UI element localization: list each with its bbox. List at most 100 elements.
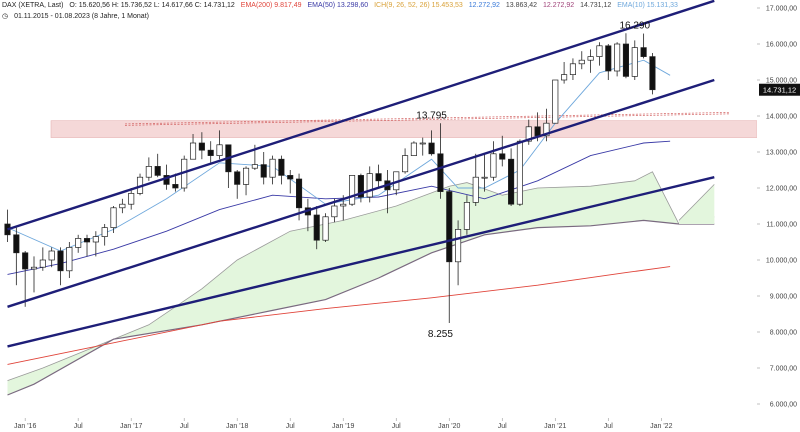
candle <box>172 173 179 192</box>
candle-body <box>481 176 488 179</box>
ema200-legend[interactable]: EMA(200) 9.817,49 <box>240 2 302 9</box>
candle-body <box>251 164 258 169</box>
symbol-label[interactable]: DAX (XETRA, Last) <box>2 2 64 9</box>
candle <box>119 198 126 214</box>
date-range: 01.11.2015 - 01.08.2023 (8 Jahre, 1 Mona… <box>14 13 149 20</box>
candle <box>39 247 46 271</box>
y-tick-label: 11.000,00 <box>766 222 797 229</box>
candle <box>437 123 444 199</box>
candle-body <box>508 158 515 205</box>
ichimoku-cloud <box>7 171 715 395</box>
candle <box>13 227 20 286</box>
candle <box>4 209 11 242</box>
candle-body <box>322 216 329 241</box>
candle <box>66 242 73 278</box>
y-tick-label: 16.000,00 <box>766 42 797 49</box>
candle <box>605 44 612 80</box>
candle <box>516 139 523 206</box>
candle-body <box>622 43 630 77</box>
annotation-label: 13.795 <box>416 110 447 121</box>
candle-body <box>154 166 161 176</box>
candle-body <box>242 167 250 185</box>
ichimoku-legend[interactable]: ICH(9, 26, 52, 26) 15.453,53 <box>374 2 463 9</box>
y-tick-label: 10.000,00 <box>766 258 797 265</box>
candle-body <box>499 153 506 160</box>
candle-body <box>587 56 594 61</box>
candle-body <box>561 74 568 81</box>
candle-body <box>596 45 603 57</box>
y-tick-label: 9.000,00 <box>770 294 797 301</box>
candle-body <box>525 126 532 142</box>
x-axis: Jan '16 Jul Jan '17 Jul Jan '18 Jul Jan '19 Jul… <box>14 418 673 430</box>
candle <box>481 153 488 192</box>
candle-body <box>614 43 621 72</box>
candle <box>402 148 409 174</box>
candle-body <box>543 122 550 137</box>
candle <box>260 152 267 185</box>
candle-body <box>578 59 585 65</box>
candle <box>587 49 594 73</box>
trendline-2 <box>7 78 715 308</box>
candle <box>543 108 550 142</box>
ema10-legend[interactable]: EMA(10) 15.131,33 <box>617 2 678 9</box>
candle <box>640 33 647 59</box>
range-row: ◷ 01.11.2015 - 01.08.2023 (8 Jahre, 1 Mo… <box>2 12 153 20</box>
x-tick-label: Jan '18 <box>226 423 248 430</box>
y-tick-label: 8.000,00 <box>770 330 797 337</box>
candle <box>22 251 29 307</box>
candle-body <box>516 140 523 205</box>
candle <box>614 42 621 77</box>
candle <box>48 247 55 268</box>
candle-body <box>569 63 576 75</box>
candle <box>649 53 656 95</box>
y-tick-label: 6.000,00 <box>770 402 797 409</box>
x-tick-label: Jan '21 <box>544 423 566 430</box>
y-tick-label: 13.000,00 <box>766 150 797 157</box>
last-price-badge <box>759 83 800 96</box>
plot-area: 16.290 13.795 8.255 <box>4 0 757 396</box>
candle-body <box>419 142 426 145</box>
ema10-line <box>7 59 671 252</box>
candle-body <box>296 178 303 209</box>
ohlc-readout: O: 15.620,56 H: 15.736,52 L: 14.617,66 C… <box>69 2 235 9</box>
candle <box>578 51 585 70</box>
chart-header: DAX (XETRA, Last) O: 15.620,56 H: 15.736… <box>2 2 682 9</box>
candle <box>349 175 356 206</box>
clock-icon: ◷ <box>2 13 9 20</box>
candle-body <box>490 153 497 178</box>
y-tick-label: 12.000,00 <box>766 186 797 193</box>
candle-body <box>287 175 294 180</box>
candle <box>287 170 294 194</box>
candle <box>410 141 417 156</box>
cloud-span-b <box>7 219 715 396</box>
candle-body <box>455 229 462 263</box>
candle-body <box>278 158 285 176</box>
ema50-legend[interactable]: EMA(50) 13.298,60 <box>307 2 369 9</box>
resistance-dash-2 <box>124 113 731 126</box>
candle <box>375 164 382 188</box>
x-tick-label: Jan '22 <box>650 423 672 430</box>
candle <box>216 130 223 160</box>
candle <box>145 157 152 181</box>
cloud-span-a <box>7 171 715 381</box>
candle <box>631 40 638 80</box>
candle-body <box>66 247 73 272</box>
candle <box>455 220 462 286</box>
y-tick-label: 14.000,00 <box>766 114 797 121</box>
candle-body <box>463 202 470 230</box>
x-tick-label: Jan '20 <box>438 423 460 430</box>
candle <box>508 148 515 206</box>
candle-body <box>92 236 99 243</box>
candle-body <box>145 166 152 178</box>
candle-body <box>366 173 373 198</box>
candle-body <box>128 193 135 205</box>
x-tick-label: Jan '19 <box>332 423 354 430</box>
x-tick-label: Jul <box>604 423 613 430</box>
candle <box>242 166 250 196</box>
candle-body <box>198 142 205 151</box>
candle <box>357 173 364 203</box>
trendline-1 <box>7 0 715 231</box>
ich-value-4: 14.731,12 <box>580 2 612 9</box>
